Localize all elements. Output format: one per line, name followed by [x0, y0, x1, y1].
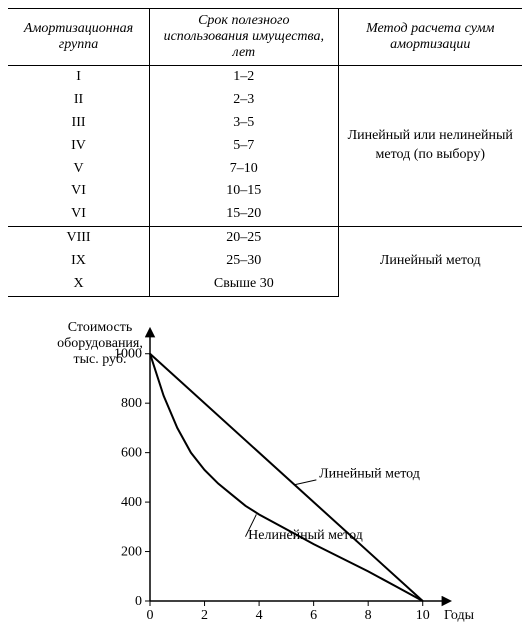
x-tick-label: 4: [256, 608, 263, 623]
cell-group: I: [8, 66, 150, 89]
col-header-method: Метод расчета сумм амортизации: [338, 9, 522, 66]
x-tick-label: 2: [201, 608, 208, 623]
cell-term: 2–3: [150, 89, 338, 112]
y-axis-title: Стоимость: [68, 320, 133, 335]
y-axis-title: тыс. руб.: [74, 352, 127, 367]
cell-term: 25–30: [150, 250, 338, 273]
x-tick-label: 10: [416, 608, 430, 623]
cell-term: 5–7: [150, 135, 338, 158]
cell-group: V: [8, 158, 150, 181]
cell-group: VI: [8, 180, 150, 203]
series-nonlinear-label: Нелинейный метод: [248, 528, 363, 543]
cell-group: X: [8, 273, 150, 296]
y-tick-label: 400: [121, 495, 142, 510]
col-header-term: Срок полезного использования имущества, …: [150, 9, 338, 66]
y-tick-label: 200: [121, 544, 142, 559]
y-tick-label: 0: [135, 594, 142, 609]
x-tick-label: 6: [310, 608, 317, 623]
cell-term: 3–5: [150, 112, 338, 135]
series-linear-label: Линейный метод: [319, 466, 420, 481]
cell-group: VIII: [8, 227, 150, 250]
table-header-row: Амортизационная группа Срок полезного ис…: [8, 9, 522, 66]
chart-svg: 020040060080010000246810Стоимостьоборудо…: [30, 315, 500, 635]
cell-method: Линейный метод: [338, 227, 522, 297]
cell-term: 7–10: [150, 158, 338, 181]
cell-term: 10–15: [150, 180, 338, 203]
cell-group: IX: [8, 250, 150, 273]
cell-group: II: [8, 89, 150, 112]
y-tick-label: 800: [121, 396, 142, 411]
cell-term: 20–25: [150, 227, 338, 250]
y-tick-label: 600: [121, 446, 142, 461]
y-axis-title: оборудования,: [57, 336, 143, 351]
col-header-group: Амортизационная группа: [8, 9, 150, 66]
cell-term: 15–20: [150, 203, 338, 226]
cell-term: 1–2: [150, 66, 338, 89]
x-tick-label: 8: [365, 608, 372, 623]
cell-method: Линейный или нелинейный метод (по выбору…: [338, 66, 522, 227]
depreciation-chart: 020040060080010000246810Стоимостьоборудо…: [8, 315, 522, 635]
cell-group: III: [8, 112, 150, 135]
x-axis-title: Годы: [444, 608, 475, 623]
cell-group: IV: [8, 135, 150, 158]
cell-term: Свыше 30: [150, 273, 338, 296]
table-row: I1–2Линейный или нелинейный метод (по вы…: [8, 66, 522, 89]
amortization-table: Амортизационная группа Срок полезного ис…: [8, 8, 522, 297]
callout-line: [295, 480, 317, 485]
table-row: VIII20–25Линейный метод: [8, 227, 522, 250]
cell-group: VI: [8, 203, 150, 226]
x-tick-label: 0: [147, 608, 154, 623]
